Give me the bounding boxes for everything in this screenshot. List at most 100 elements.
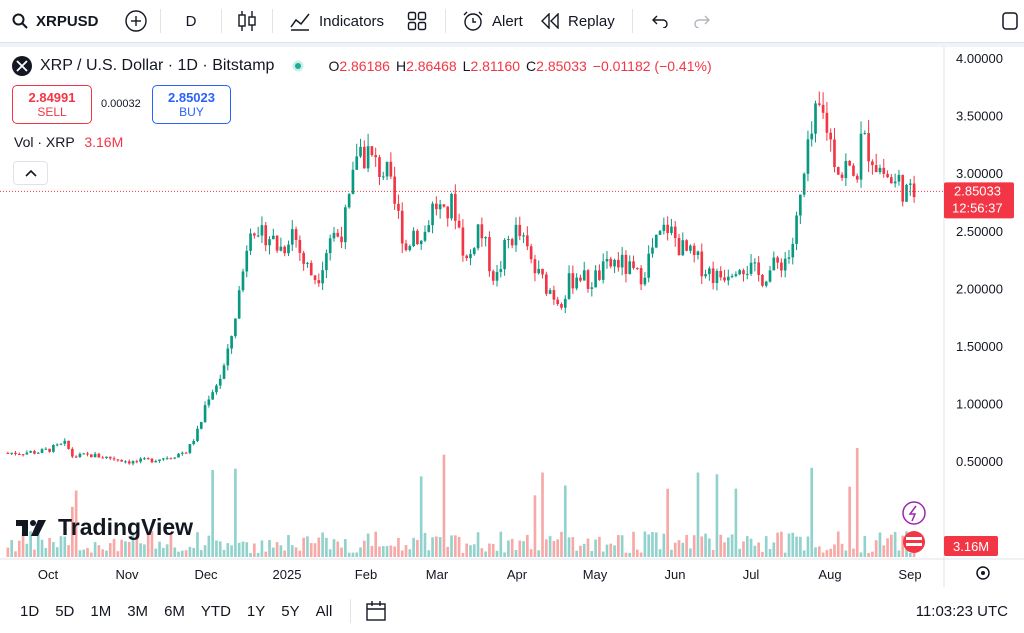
volume-bar	[120, 539, 123, 557]
interval-button[interactable]: D	[161, 0, 221, 42]
range-button-ytd[interactable]: YTD	[200, 602, 231, 620]
candle-body	[332, 232, 336, 239]
volume-bar	[548, 536, 552, 557]
candle-body	[298, 239, 302, 253]
fullscreen-button[interactable]	[994, 0, 1024, 42]
price-chart[interactable]: 4.00000 3.50000 3.00000 2.50000 2.00000 1.500…	[0, 47, 1024, 587]
utc-clock[interactable]: 11:03:23 UTC	[915, 602, 1008, 620]
go-to-date-button[interactable]	[365, 600, 387, 622]
volume-bar	[325, 537, 328, 557]
candle-body	[408, 246, 412, 251]
candle-body	[734, 274, 738, 277]
volume-bar	[620, 535, 624, 557]
volume-bar	[400, 550, 404, 557]
tradingview-logo[interactable]: TradingView	[16, 514, 193, 541]
candle-body	[726, 276, 730, 281]
last-price-label: 2.85033	[954, 183, 1001, 198]
volume-bar	[374, 531, 378, 557]
symbol-search-button[interactable]: XRPUSD	[0, 0, 112, 42]
volume-bar	[344, 539, 347, 557]
rewind-icon	[541, 13, 559, 29]
candle-body	[745, 273, 749, 275]
layouts-button[interactable]	[397, 0, 437, 42]
candle-body	[321, 270, 324, 284]
candle-body	[29, 451, 32, 453]
candle-body	[241, 271, 245, 291]
volume-bar	[647, 534, 651, 557]
candle-body	[859, 133, 863, 180]
settings-icon[interactable]	[976, 566, 990, 580]
candle-body	[635, 267, 639, 269]
indicators-button[interactable]: Indicators	[273, 0, 397, 42]
candle-body	[116, 459, 120, 461]
volume-bar	[416, 540, 419, 557]
volume-bar	[768, 549, 772, 557]
candle-body	[268, 239, 271, 246]
undo-button[interactable]	[633, 0, 687, 42]
range-button-5d[interactable]: 5D	[55, 602, 75, 620]
compare-button[interactable]	[112, 0, 160, 42]
candle-body	[423, 231, 427, 241]
candle-body	[71, 448, 74, 457]
candle-body	[806, 139, 810, 174]
candle-body	[571, 273, 575, 289]
chart-pane[interactable]: 4.00000 3.50000 3.00000 2.50000 2.00000 1.500…	[0, 43, 1024, 591]
range-button-5y[interactable]: 5Y	[281, 602, 300, 620]
candle-body	[662, 224, 666, 231]
candle-body	[112, 458, 116, 460]
volume-bar	[17, 540, 21, 557]
volume-bar	[890, 534, 893, 557]
buy-button[interactable]: 2.85023 BUY	[152, 85, 231, 124]
candle-body	[575, 277, 578, 289]
x-tick-label: Sep	[898, 567, 921, 582]
candle-body	[567, 273, 571, 299]
volume-bar	[446, 546, 450, 557]
volume-bar	[218, 541, 222, 557]
volume-bar	[670, 549, 673, 557]
volume-bar	[560, 531, 563, 557]
volume-bar	[393, 546, 396, 557]
candle-body	[146, 458, 150, 460]
chart-type-button[interactable]	[222, 0, 272, 42]
volume-bar	[450, 535, 453, 557]
range-button-6m[interactable]: 6M	[164, 602, 185, 620]
buy-label: BUY	[179, 105, 204, 119]
last-price-badge	[944, 182, 1014, 219]
collapse-legend-button[interactable]	[13, 161, 48, 185]
volume-bar	[802, 550, 806, 557]
sell-button[interactable]: 2.84991 SELL	[12, 85, 92, 124]
candle-body	[271, 235, 275, 240]
candle-body	[647, 253, 651, 278]
replay-button[interactable]: Replay	[536, 0, 632, 42]
alert-button[interactable]: Alert	[446, 0, 536, 42]
volume-bar	[237, 542, 241, 557]
range-button-all[interactable]: All	[315, 602, 333, 620]
candle-body	[780, 262, 783, 271]
range-button-1y[interactable]: 1Y	[246, 602, 266, 620]
volume-bar	[700, 536, 704, 557]
candle-body	[131, 461, 135, 464]
candle-body	[692, 245, 696, 255]
market-status-icon	[292, 60, 304, 72]
volume-bar	[253, 543, 256, 557]
redo-button[interactable]	[687, 0, 717, 42]
candle-body	[93, 453, 97, 458]
volume-bar	[689, 548, 692, 557]
flag-stripe	[906, 537, 922, 540]
candle-body	[658, 230, 662, 235]
candle-body	[74, 456, 78, 458]
volume-bar	[408, 549, 412, 557]
volume-bar	[537, 550, 541, 557]
candle-body	[36, 452, 40, 454]
range-button-3m[interactable]: 3M	[127, 602, 149, 620]
range-button-1m[interactable]: 1M	[90, 602, 112, 620]
volume-bar	[893, 531, 897, 557]
range-button-1d[interactable]: 1D	[20, 602, 40, 620]
volume-bar	[150, 531, 154, 557]
volume-bar	[268, 539, 271, 557]
candle-body	[738, 270, 742, 275]
volume-bar	[488, 543, 491, 557]
candle-body	[628, 261, 632, 274]
low-label: L	[462, 58, 471, 74]
high-label: H	[395, 58, 407, 74]
